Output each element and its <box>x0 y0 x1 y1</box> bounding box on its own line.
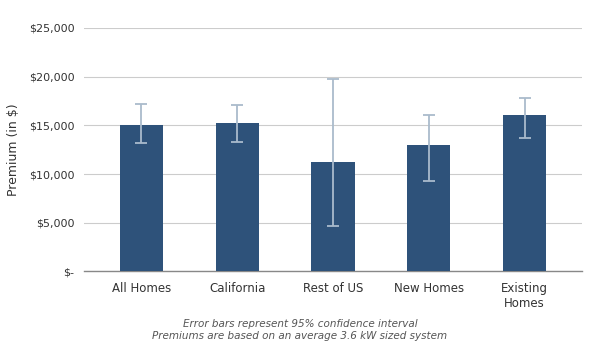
Text: Error bars represent 95% confidence interval
Premiums are based on an average 3.: Error bars represent 95% confidence inte… <box>152 319 448 341</box>
Bar <box>311 162 355 271</box>
Bar <box>120 125 163 271</box>
Bar <box>503 114 546 271</box>
Bar <box>215 123 259 271</box>
Y-axis label: Premium (in $): Premium (in $) <box>7 103 20 196</box>
Bar <box>407 145 451 271</box>
